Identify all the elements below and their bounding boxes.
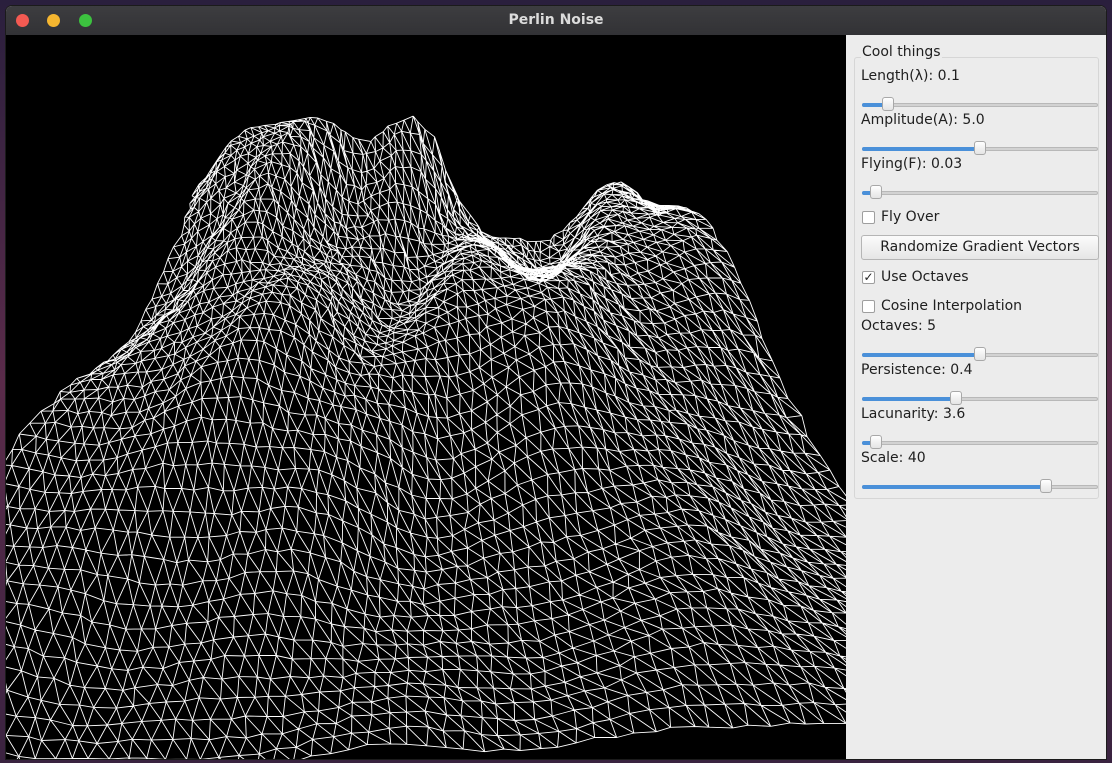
lacunarity-label: Lacunarity: 3.6 [861,406,966,422]
fly-over-label: Fly Over [881,209,940,225]
maximize-window-button[interactable] [79,14,92,27]
terrain-canvas[interactable] [6,35,846,759]
slider-handle[interactable] [870,435,883,449]
terrain-wireframe [6,115,846,759]
randomize-gradient-vectors-button[interactable]: Randomize Gradient Vectors [861,235,1099,260]
group-title: Cool things [861,44,942,60]
use-octaves-label: Use Octaves [881,269,969,285]
octaves-label: Octaves: 5 [861,318,937,334]
checkbox-box[interactable] [862,211,875,224]
app-window: Perlin Noise Cool things Length(λ): 0.1 … [6,6,1106,759]
slider-handle[interactable] [974,347,986,361]
checkbox-box[interactable]: ✓ [862,270,875,284]
length-slider[interactable] [862,97,1098,113]
window-title: Perlin Noise [508,12,604,28]
slider-handle[interactable] [1040,479,1053,493]
title-bar[interactable]: Perlin Noise [6,6,1106,35]
checkbox-box[interactable] [862,300,875,313]
close-window-button[interactable] [16,14,29,27]
amplitude-label: Amplitude(A): 5.0 [861,112,985,128]
slider-handle[interactable] [881,97,894,111]
cosine-interpolation-label: Cosine Interpolation [881,298,1023,314]
octaves-slider[interactable] [862,347,1098,363]
controls-panel: Cool things Length(λ): 0.1 Amplitude(A):… [846,35,1106,759]
minimize-window-button[interactable] [47,14,60,27]
persistence-label: Persistence: 0.4 [861,362,973,378]
scale-label: Scale: 40 [861,450,926,466]
slider-handle[interactable] [950,391,963,405]
persistence-slider[interactable] [862,391,1098,407]
slider-handle[interactable] [870,185,883,199]
flying-label: Flying(F): 0.03 [861,156,963,172]
flying-slider[interactable] [862,185,1098,201]
length-label: Length(λ): 0.1 [861,68,960,84]
controls-group [854,57,1099,499]
scale-slider[interactable] [862,479,1098,495]
slider-handle[interactable] [974,141,986,155]
lacunarity-slider[interactable] [862,435,1098,451]
amplitude-slider[interactable] [862,141,1098,157]
